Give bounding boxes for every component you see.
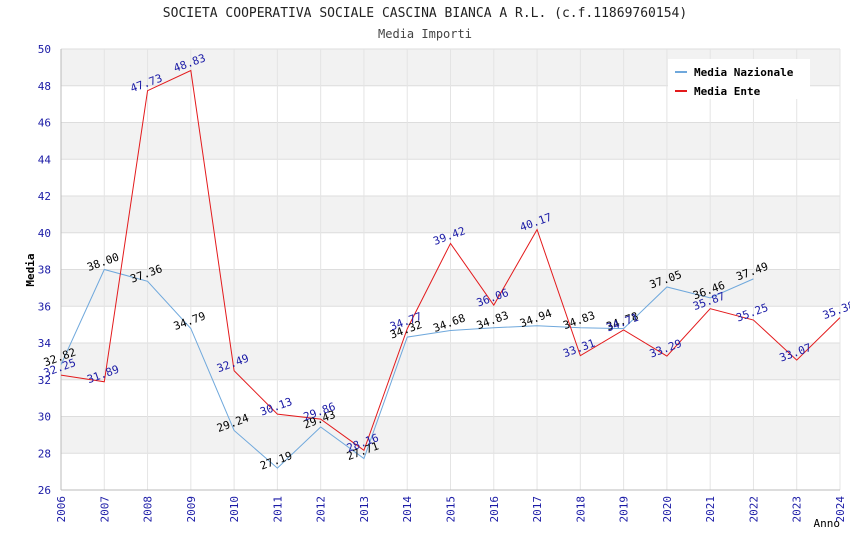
y-tick-label: 44 bbox=[38, 153, 52, 166]
legend-label: Media Nazionale bbox=[694, 66, 794, 79]
y-tick-label: 38 bbox=[38, 264, 51, 277]
x-tick-label: 2013 bbox=[358, 496, 371, 523]
x-tick-label: 2019 bbox=[618, 496, 631, 523]
x-tick-label: 2007 bbox=[98, 496, 111, 523]
x-tick-label: 2018 bbox=[574, 496, 587, 523]
y-axis-label: Media bbox=[24, 253, 37, 286]
series-line-nazionale bbox=[60, 268, 754, 469]
x-tick-label: 2020 bbox=[661, 496, 674, 523]
x-tick-label: 2016 bbox=[488, 496, 501, 523]
data-label-nazionale: 34.83 bbox=[561, 309, 597, 333]
x-tick-label: 2010 bbox=[228, 496, 241, 523]
y-tick-label: 50 bbox=[38, 43, 51, 56]
x-axis-label: Anno bbox=[814, 517, 841, 530]
y-tick-label: 40 bbox=[38, 227, 51, 240]
x-tick-label: 2012 bbox=[315, 496, 328, 523]
x-tick-label: 2017 bbox=[531, 496, 544, 523]
data-label-nazionale: 34.68 bbox=[432, 311, 468, 335]
x-tick-label: 2009 bbox=[185, 496, 198, 523]
x-tick-label: 2006 bbox=[55, 496, 68, 523]
legend-label: Media Ente bbox=[694, 85, 761, 98]
series-line-ente bbox=[60, 69, 841, 452]
x-tick-label: 2024 bbox=[834, 496, 847, 523]
y-tick-label: 42 bbox=[38, 190, 51, 203]
x-tick-label: 2021 bbox=[704, 496, 717, 523]
y-tick-label: 36 bbox=[38, 300, 51, 313]
y-tick-label: 46 bbox=[38, 117, 51, 130]
x-tick-label: 2022 bbox=[747, 496, 760, 523]
legend: Media Nazionale Media Ente bbox=[668, 59, 810, 99]
x-tick-label: 2008 bbox=[142, 496, 155, 523]
x-tick-label: 2015 bbox=[445, 496, 458, 523]
chart-title: SOCIETA COOPERATIVA SOCIALE CASCINA BIAN… bbox=[162, 6, 688, 21]
y-tick-label: 48 bbox=[38, 80, 51, 93]
x-tick-label: 2023 bbox=[791, 496, 804, 523]
y-tick-label: 28 bbox=[38, 447, 51, 460]
y-tick-label: 30 bbox=[38, 411, 51, 424]
x-tick-label: 2011 bbox=[271, 496, 284, 523]
data-label-nazionale: 34.83 bbox=[475, 309, 511, 333]
chart-subtitle: Media Importi bbox=[378, 27, 472, 41]
legend-box bbox=[668, 59, 810, 99]
x-tick-label: 2014 bbox=[401, 496, 414, 523]
y-tick-label: 34 bbox=[38, 337, 52, 350]
y-tick-label: 32 bbox=[38, 374, 51, 387]
y-tick-label: 26 bbox=[38, 484, 51, 497]
